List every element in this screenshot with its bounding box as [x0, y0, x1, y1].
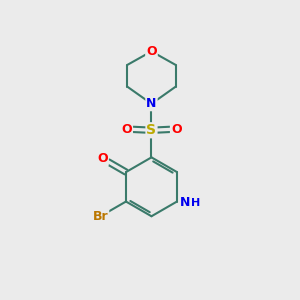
Text: O: O [97, 152, 108, 165]
Text: O: O [171, 123, 181, 136]
Text: S: S [146, 123, 157, 137]
Text: N: N [180, 196, 190, 209]
Text: O: O [146, 45, 157, 58]
Text: N: N [146, 97, 157, 110]
Text: Br: Br [93, 210, 108, 223]
Text: O: O [122, 123, 132, 136]
Text: H: H [191, 198, 201, 208]
